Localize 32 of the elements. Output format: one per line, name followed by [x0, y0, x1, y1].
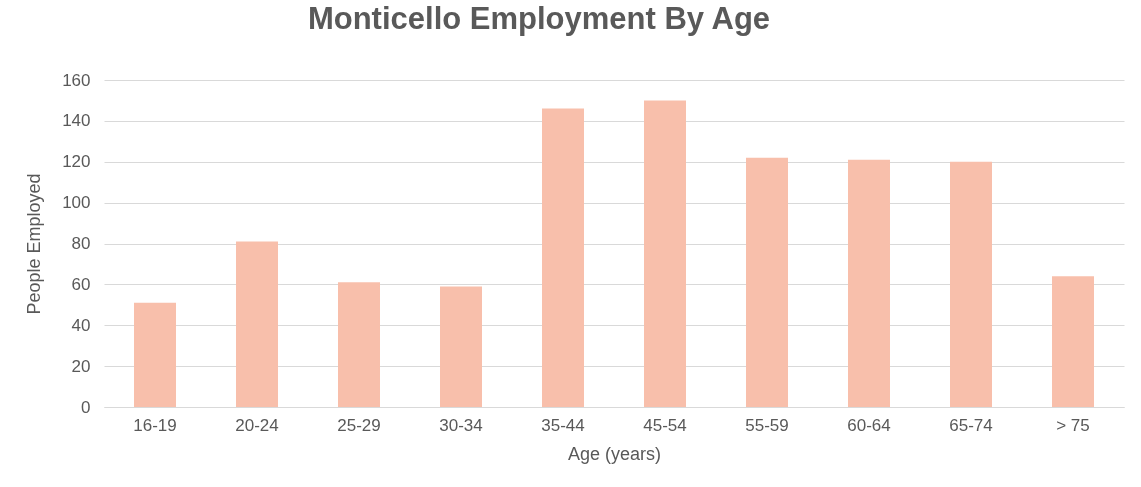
- x-tick-label: > 75: [1056, 415, 1090, 435]
- y-tick-label: 140: [62, 111, 91, 131]
- bar: [134, 302, 176, 407]
- x-tick-label: 25-29: [337, 415, 381, 435]
- bar: [644, 100, 686, 407]
- x-tick-label: 55-59: [745, 415, 789, 435]
- y-tick-label: 0: [81, 397, 91, 417]
- bar: [950, 161, 992, 407]
- y-tick-label: 60: [71, 274, 91, 294]
- y-tick-label: 40: [71, 315, 91, 335]
- y-tick-label: 100: [62, 193, 91, 213]
- x-tick-label: 16-19: [133, 415, 177, 435]
- x-tick-label: 30-34: [439, 415, 483, 435]
- bar: [746, 157, 788, 407]
- bar: [1052, 276, 1094, 407]
- y-tick-label: 160: [62, 70, 91, 90]
- chart-title: Monticello Employment By Age: [307, 1, 771, 36]
- y-tick-label: 80: [71, 234, 91, 253]
- x-tick-label: 45-54: [643, 415, 687, 435]
- x-axis-title: Age (years): [567, 443, 662, 464]
- bar: [542, 108, 584, 407]
- y-tick-label: 120: [62, 152, 91, 172]
- x-tick-label: 60-64: [847, 415, 891, 435]
- bar: [440, 286, 482, 407]
- bar: [848, 159, 890, 407]
- x-tick-label: 35-44: [541, 415, 585, 435]
- y-tick-label: 20: [71, 356, 91, 376]
- x-tick-label: 65-74: [949, 415, 993, 435]
- x-tick-label: 20-24: [235, 415, 279, 435]
- y-axis-title: People Employed: [24, 173, 45, 315]
- bar: [236, 241, 278, 407]
- bar: [338, 282, 380, 407]
